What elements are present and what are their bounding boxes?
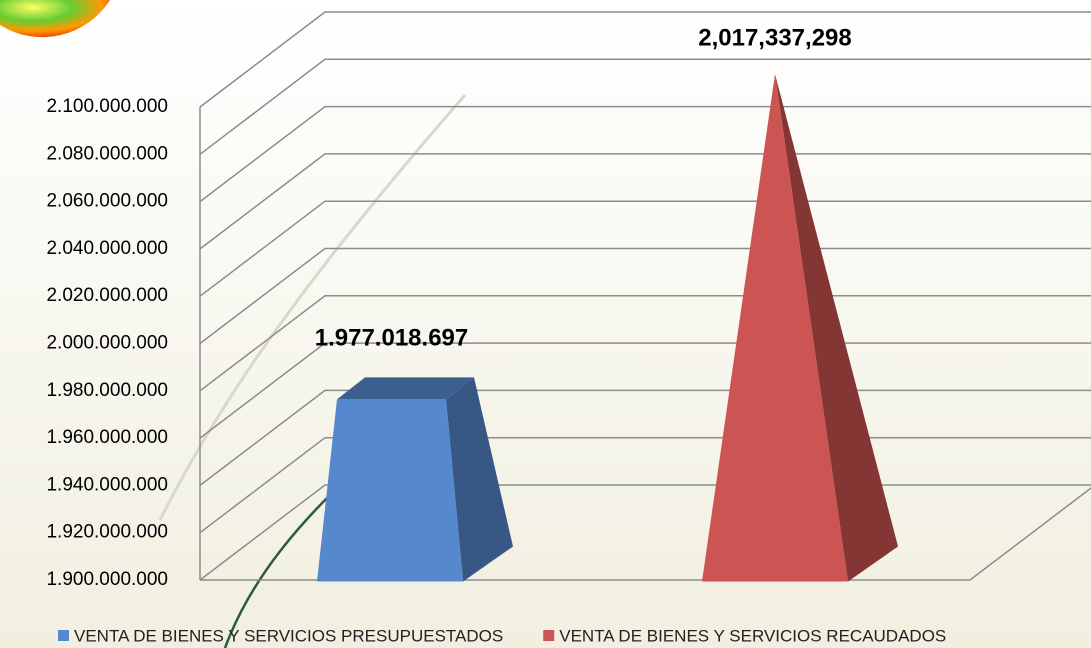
y-tick-label: 1.960.000.000: [46, 427, 168, 448]
y-tick-label: 2.040.000.000: [46, 238, 168, 259]
chart: 1.900.000.000 1.920.000.000 1.940.000.000 1…: [0, 0, 1091, 648]
legend-label: VENTA DE BIENES Y SERVICIOS PRESUPUESTAD…: [74, 626, 503, 645]
y-tick-label: 2.020.000.000: [46, 285, 168, 306]
legend-swatch: [543, 630, 554, 641]
y-tick-label: 1.980.000.000: [46, 380, 168, 401]
value-label: 2,017,337,298: [698, 24, 851, 51]
y-tick-label: 2.080.000.000: [46, 143, 168, 164]
value-label: 1.977.018.697: [315, 325, 468, 352]
legend-swatch: [58, 630, 69, 641]
legend-label: VENTA DE BIENES Y SERVICIOS RECAUDADOS: [559, 626, 946, 645]
y-tick-label: 1.920.000.000: [46, 522, 168, 543]
y-tick-label: 2.060.000.000: [46, 191, 168, 212]
y-tick-label: 2.000.000.000: [46, 333, 168, 354]
y-tick-label: 1.940.000.000: [46, 474, 168, 495]
y-tick-label: 1.900.000.000: [46, 569, 168, 590]
y-tick-label: 2.100.000.000: [46, 96, 168, 117]
bar-face: [317, 399, 463, 581]
